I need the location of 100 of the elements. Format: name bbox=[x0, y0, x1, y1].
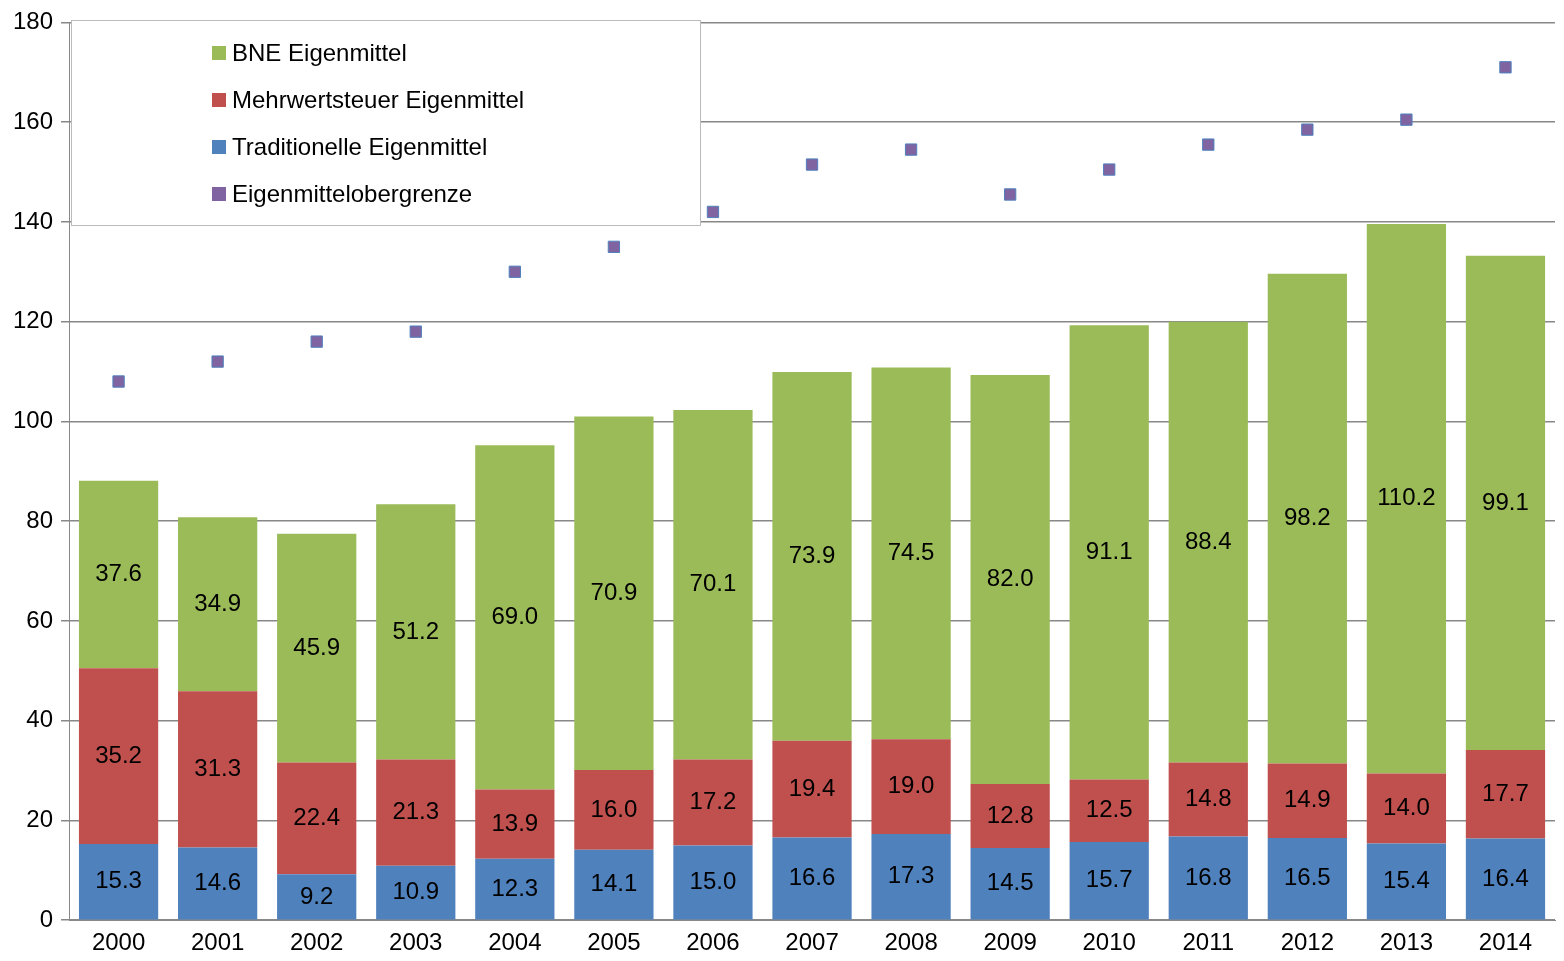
bar bbox=[1267, 763, 1347, 838]
data-label: 17.3 bbox=[887, 861, 935, 889]
bar bbox=[475, 789, 555, 859]
bar bbox=[277, 874, 357, 920]
point bbox=[211, 355, 224, 368]
data-label: 14.8 bbox=[1184, 784, 1232, 812]
point bbox=[1202, 138, 1215, 151]
data-label: 21.3 bbox=[392, 797, 440, 825]
bar bbox=[1465, 750, 1546, 839]
bar bbox=[1069, 841, 1149, 920]
bar bbox=[1267, 273, 1347, 764]
bar bbox=[78, 668, 159, 844]
data-label: 45.9 bbox=[293, 632, 341, 660]
bar bbox=[1465, 255, 1546, 751]
bar bbox=[772, 372, 852, 741]
data-label: 15.3 bbox=[95, 866, 142, 894]
data-label: 16.6 bbox=[788, 863, 836, 891]
data-label: 37.6 bbox=[95, 559, 142, 587]
point bbox=[508, 265, 521, 278]
point bbox=[706, 205, 720, 219]
point bbox=[1003, 188, 1017, 201]
y-tick-label: 120 bbox=[13, 306, 54, 334]
data-label: 12.5 bbox=[1085, 795, 1133, 823]
x-tick-label: 2014 bbox=[1478, 928, 1533, 956]
bar bbox=[1069, 325, 1149, 780]
data-label: 13.9 bbox=[491, 808, 539, 836]
point bbox=[607, 240, 621, 254]
bar bbox=[574, 416, 654, 771]
bar bbox=[178, 847, 258, 920]
point bbox=[1103, 163, 1116, 176]
data-label: 82.0 bbox=[986, 564, 1034, 592]
data-label: 14.6 bbox=[194, 868, 241, 896]
bar bbox=[1465, 838, 1546, 920]
data-label: 19.4 bbox=[788, 773, 836, 801]
bar bbox=[277, 533, 357, 763]
bar bbox=[673, 759, 753, 846]
legend-label: BNE Eigenmittel bbox=[232, 37, 407, 68]
x-tick-label: 2001 bbox=[190, 928, 245, 956]
data-label: 17.2 bbox=[689, 787, 737, 815]
bar bbox=[1366, 223, 1447, 774]
bar bbox=[78, 480, 159, 669]
point bbox=[112, 375, 125, 388]
bar bbox=[376, 759, 456, 866]
bar bbox=[574, 770, 654, 850]
y-tick-label: 0 bbox=[39, 904, 54, 932]
bar bbox=[78, 843, 159, 920]
bar bbox=[871, 833, 951, 920]
bar bbox=[1168, 321, 1248, 763]
data-label: 70.9 bbox=[590, 577, 638, 605]
bar bbox=[178, 517, 258, 692]
x-tick-label: 2000 bbox=[91, 928, 146, 956]
data-label: 14.1 bbox=[590, 869, 638, 897]
x-tick-label: 2004 bbox=[488, 928, 542, 956]
bar bbox=[772, 837, 852, 920]
bar bbox=[673, 845, 753, 920]
data-label: 110.2 bbox=[1377, 483, 1436, 511]
y-tick-label: 80 bbox=[26, 505, 54, 533]
data-label: 17.7 bbox=[1482, 778, 1529, 806]
point bbox=[805, 158, 819, 171]
data-label: 35.2 bbox=[95, 740, 142, 768]
x-tick-label: 2005 bbox=[587, 928, 641, 956]
x-tick-label: 2008 bbox=[884, 928, 938, 956]
y-tick-label: 40 bbox=[26, 705, 54, 733]
y-tick-label: 160 bbox=[13, 106, 54, 134]
bar bbox=[1267, 837, 1347, 920]
bar bbox=[871, 367, 951, 740]
bar bbox=[1168, 762, 1248, 837]
data-label: 99.1 bbox=[1482, 487, 1529, 515]
y-tick-label: 100 bbox=[13, 406, 54, 434]
data-label: 31.3 bbox=[194, 753, 241, 781]
bar bbox=[475, 858, 555, 920]
legend-label: Traditionelle Eigenmittel bbox=[232, 131, 488, 162]
data-label: 15.7 bbox=[1085, 865, 1133, 893]
data-label: 14.9 bbox=[1283, 785, 1331, 813]
bar bbox=[772, 740, 852, 838]
x-tick-label: 2010 bbox=[1082, 928, 1136, 956]
data-label: 16.4 bbox=[1482, 863, 1529, 891]
x-tick-label: 2007 bbox=[785, 928, 839, 956]
bar bbox=[1168, 836, 1248, 920]
x-tick-label: 2009 bbox=[983, 928, 1037, 956]
bar bbox=[970, 847, 1050, 920]
data-label: 10.9 bbox=[392, 877, 440, 905]
legend-label: Eigenmittelobergrenze bbox=[232, 178, 473, 209]
data-label: 34.9 bbox=[194, 588, 241, 616]
y-tick-label: 180 bbox=[13, 7, 54, 35]
data-label: 14.0 bbox=[1383, 793, 1430, 821]
data-label: 16.0 bbox=[590, 794, 638, 822]
bar bbox=[178, 691, 258, 848]
bar bbox=[277, 762, 357, 875]
data-label: 98.2 bbox=[1283, 503, 1331, 531]
bar bbox=[574, 849, 654, 920]
bar bbox=[1366, 773, 1447, 844]
data-label: 15.0 bbox=[689, 867, 737, 895]
data-label: 73.9 bbox=[788, 540, 836, 568]
data-label: 12.8 bbox=[986, 800, 1034, 828]
bar bbox=[376, 865, 456, 920]
data-label: 9.2 bbox=[300, 881, 334, 909]
data-label: 19.0 bbox=[887, 771, 935, 799]
y-tick-label: 60 bbox=[26, 605, 54, 633]
bar bbox=[1069, 779, 1149, 842]
